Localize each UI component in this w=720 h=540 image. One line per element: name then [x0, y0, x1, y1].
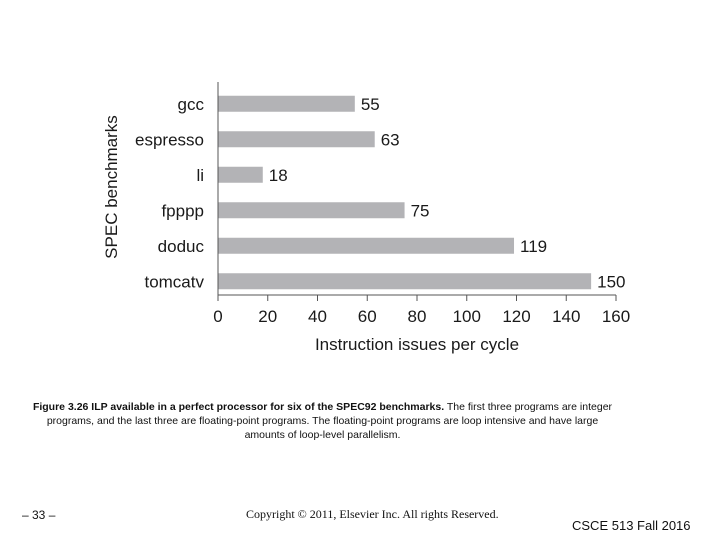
category-label-doduc: doduc [158, 237, 205, 256]
caption-title: Figure 3.26 ILP available in a perfect p… [32, 401, 445, 413]
x-axis-ticks: 0 20 40 60 80 100 120 140 160 [213, 295, 630, 326]
x-tick-label-160: 160 [602, 307, 630, 326]
x-tick-label-0: 0 [213, 307, 222, 326]
bar-li [218, 166, 263, 183]
category-label-li: li [196, 166, 204, 185]
category-label-espresso: espresso [135, 130, 204, 149]
x-tick-label-140: 140 [552, 307, 580, 326]
category-label-fpppp: fpppp [161, 201, 204, 220]
category-label-tomcatv: tomcatv [144, 272, 204, 291]
bar-value-gcc: 55 [361, 95, 380, 114]
bar-value-tomcatv: 150 [597, 272, 625, 291]
bar-value-li: 18 [269, 166, 288, 185]
x-tick-label-80: 80 [408, 307, 427, 326]
y-axis-label: SPEC benchmarks [102, 115, 121, 259]
bar-value-espresso: 63 [381, 130, 400, 149]
bar-fpppp [218, 202, 405, 219]
bar-value-doduc: 119 [520, 237, 547, 256]
bar-espresso [218, 131, 375, 148]
course-label: CSCE 513 Fall 2016 [572, 518, 691, 533]
slide-number: – 33 – [22, 508, 56, 522]
bar-tomcatv [218, 273, 592, 290]
x-tick-label-60: 60 [358, 307, 377, 326]
x-tick-label-20: 20 [258, 307, 277, 326]
x-tick-label-40: 40 [308, 307, 327, 326]
bar-value-fpppp: 75 [411, 201, 430, 220]
bar-doduc [218, 237, 515, 254]
x-tick-label-100: 100 [453, 307, 481, 326]
copyright-notice: Copyright © 2011, Elsevier Inc. All righ… [246, 507, 499, 521]
category-label-gcc: gcc [178, 95, 205, 114]
x-tick-label-120: 120 [502, 307, 530, 326]
figure-caption: Figure 3.26 ILP available in a perfect p… [30, 400, 615, 442]
caption-body: The first three programs are integer pro… [46, 401, 613, 441]
category-labels: gcc espresso li fpppp doduc tomcatv [135, 95, 204, 292]
bar-gcc [218, 95, 355, 112]
bars-group [218, 95, 592, 290]
x-axis-label: Instruction issues per cycle [315, 335, 519, 354]
